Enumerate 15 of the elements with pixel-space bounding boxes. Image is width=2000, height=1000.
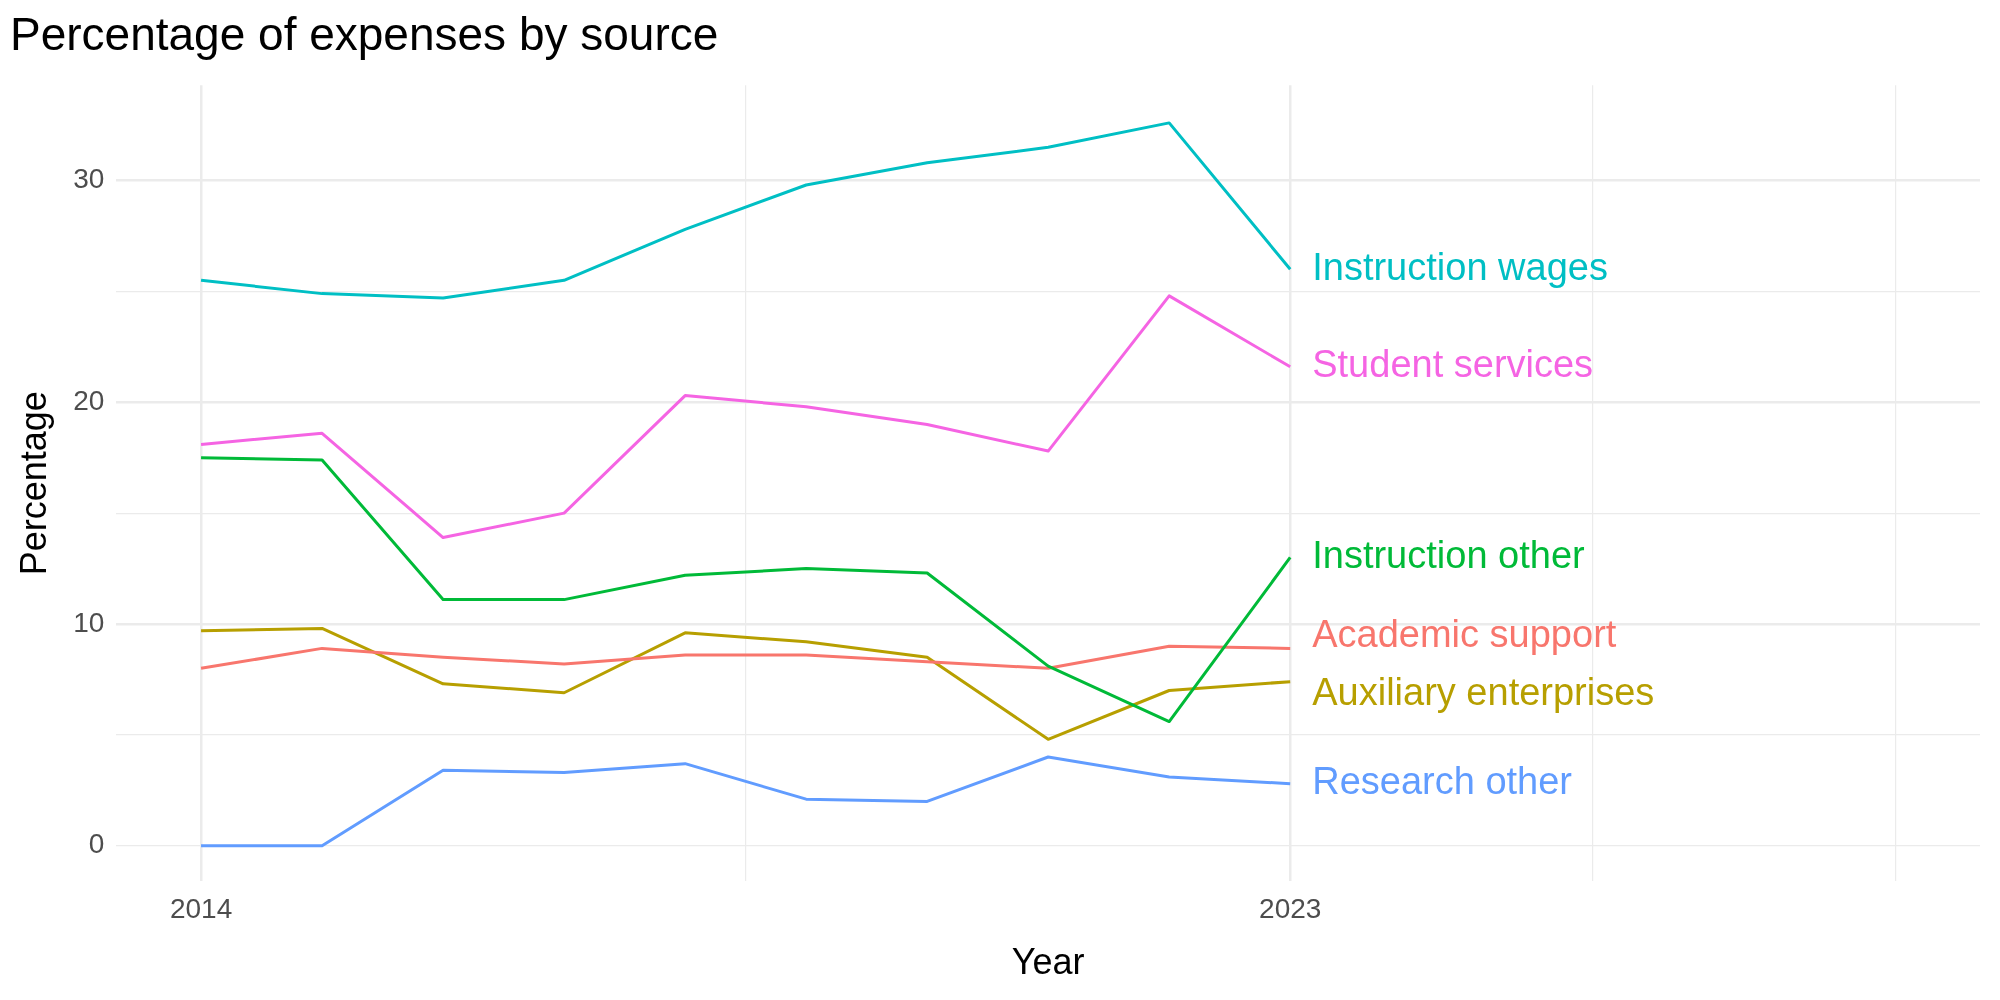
series-label: Research other — [1312, 760, 1573, 803]
x-tick-label: 2023 — [1259, 892, 1322, 924]
x-axis-title: Year — [1011, 941, 1085, 983]
y-tick-label: 20 — [73, 384, 105, 416]
series-label: Instruction other — [1312, 533, 1586, 576]
x-tick-label: 2014 — [169, 892, 233, 924]
series-label: Auxiliary enterprises — [1312, 670, 1655, 713]
y-tick-label: 10 — [73, 606, 105, 638]
y-tick-label: 0 — [88, 828, 105, 860]
series-label: Academic support — [1312, 612, 1617, 655]
series-label: Instruction wages — [1312, 245, 1608, 288]
y-axis-title: Percentage — [12, 391, 54, 576]
series-label: Student services — [1312, 343, 1594, 386]
y-tick-label: 30 — [73, 163, 105, 195]
chart-title: Percentage of expenses by source — [10, 8, 719, 61]
